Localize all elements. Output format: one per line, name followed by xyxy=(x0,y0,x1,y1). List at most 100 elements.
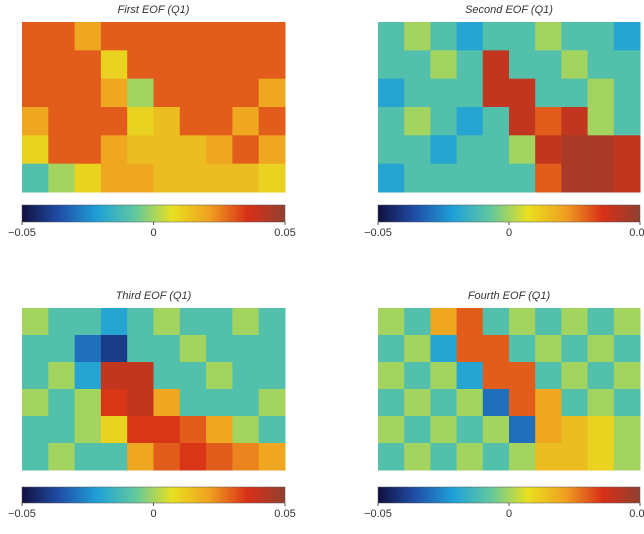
heatmap-cell xyxy=(74,389,102,417)
heatmap-cell xyxy=(430,335,458,363)
heatmap-cell xyxy=(22,416,49,444)
heatmap-cell xyxy=(22,22,49,51)
heatmap-cell xyxy=(179,135,207,165)
heatmap-cell xyxy=(561,389,589,417)
heatmap-cell xyxy=(179,50,207,80)
heatmap-cell xyxy=(509,78,536,108)
heatmap-cell xyxy=(232,389,260,417)
heatmap-cell xyxy=(100,50,128,80)
heatmap-cell xyxy=(22,335,49,363)
heatmap-cell xyxy=(561,22,589,51)
heatmap-cell xyxy=(456,22,484,51)
heatmap-cell xyxy=(535,22,562,51)
heatmap-cell xyxy=(378,362,405,390)
heatmap-cell xyxy=(456,107,484,136)
heatmap-cell xyxy=(232,163,260,193)
heatmap-cell xyxy=(587,389,615,417)
heatmap-cell xyxy=(430,416,458,444)
heatmap-cell xyxy=(561,135,589,165)
heatmap-cell xyxy=(378,78,405,108)
heatmap-cell xyxy=(509,362,536,390)
heatmap-cell xyxy=(535,135,562,165)
colorbar xyxy=(377,486,641,504)
heatmap-cell xyxy=(127,135,154,165)
heatmap-cell xyxy=(206,335,233,363)
heatmap-cell xyxy=(127,163,154,193)
heatmap-cell xyxy=(153,443,181,471)
heatmap-cell xyxy=(482,308,510,336)
heatmap-cell xyxy=(561,416,589,444)
heatmap-cell xyxy=(22,308,49,336)
heatmap-cell xyxy=(153,362,181,390)
heatmap-cell xyxy=(482,416,510,444)
colorbar xyxy=(21,204,286,223)
heatmap-cell xyxy=(613,50,641,80)
heatmap-cell xyxy=(22,443,49,471)
heatmap-cell xyxy=(258,163,286,193)
heatmap-cell xyxy=(561,50,589,80)
colorbar-tick-label: −0.05 xyxy=(364,508,392,520)
heatmap-cell xyxy=(179,308,207,336)
heatmap-cell xyxy=(153,22,181,51)
heatmap-cell xyxy=(179,335,207,363)
heatmap-cell xyxy=(127,78,154,108)
heatmap-cell xyxy=(179,22,207,51)
heatmap-cell xyxy=(48,107,76,136)
heatmap-cell xyxy=(535,362,562,390)
heatmap-cell xyxy=(561,335,589,363)
heatmap-cell xyxy=(456,50,484,80)
heatmap-cell xyxy=(404,389,431,417)
heatmap-cell xyxy=(404,362,431,390)
heatmap-cell xyxy=(127,50,154,80)
heatmap-cell xyxy=(48,78,76,108)
heatmap-cell xyxy=(258,107,286,136)
heatmap-cell xyxy=(74,135,102,165)
heatmap-cell xyxy=(153,308,181,336)
heatmap-cell xyxy=(206,78,233,108)
heatmap-cell xyxy=(430,135,458,165)
heatmap-cell xyxy=(153,389,181,417)
heatmap-cell xyxy=(74,107,102,136)
heatmap-cell xyxy=(258,443,286,471)
heatmap-cell xyxy=(232,22,260,51)
heatmap-cell xyxy=(258,50,286,80)
heatmap-cell xyxy=(127,22,154,51)
heatmap-cell xyxy=(258,416,286,444)
heatmap-cell xyxy=(378,107,405,136)
heatmap-cell xyxy=(587,22,615,51)
heatmap-cell xyxy=(404,50,431,80)
heatmap-cell xyxy=(587,335,615,363)
heatmap-cell xyxy=(613,362,641,390)
heatmap-cell xyxy=(587,50,615,80)
heatmap-cell xyxy=(258,362,286,390)
heatmap-cell xyxy=(179,443,207,471)
heatmap-cell xyxy=(100,308,128,336)
heatmap-cell xyxy=(206,22,233,51)
colorbar-tick-label: 0.05 xyxy=(629,508,644,520)
heatmap-cell xyxy=(206,443,233,471)
heatmap-cell xyxy=(587,443,615,471)
heatmap-cell xyxy=(587,416,615,444)
heatmap-cell xyxy=(587,362,615,390)
heatmap-cell xyxy=(404,443,431,471)
colorbar xyxy=(21,486,286,504)
heatmap-cell xyxy=(153,135,181,165)
heatmap-cell xyxy=(456,308,484,336)
heatmap-cell xyxy=(127,308,154,336)
heatmap-cell xyxy=(456,135,484,165)
colorbar xyxy=(377,204,641,223)
heatmap-cell xyxy=(456,335,484,363)
heatmap-cell xyxy=(378,22,405,51)
heatmap-cell xyxy=(535,389,562,417)
heatmap-cell xyxy=(153,163,181,193)
heatmap-cell xyxy=(258,308,286,336)
colorbar-tick-label: −0.05 xyxy=(364,227,392,239)
heatmap-cell xyxy=(482,389,510,417)
heatmap-cell xyxy=(100,163,128,193)
heatmap-cell xyxy=(535,335,562,363)
heatmap-cell xyxy=(456,416,484,444)
heatmap-cell xyxy=(22,50,49,80)
heatmap-cell xyxy=(232,50,260,80)
heatmap-cell xyxy=(561,362,589,390)
